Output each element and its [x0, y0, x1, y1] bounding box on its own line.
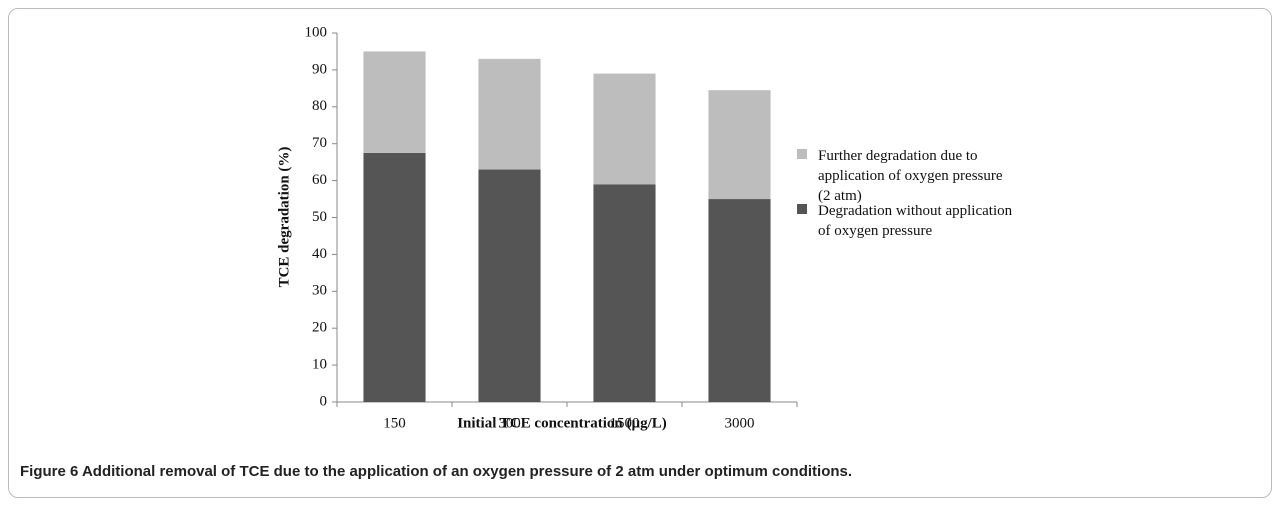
legend-label: Degradation without application of oxyge…: [818, 203, 1013, 239]
x-tick-label: 3000: [725, 415, 755, 431]
bar-segment: [478, 169, 541, 402]
y-tick-label: 100: [305, 24, 328, 40]
legend-swatch: [797, 204, 807, 214]
legend-label: Further degradation due to application o…: [818, 148, 1003, 204]
figure-frame: [8, 8, 1272, 498]
caption: Figure 6 Additional removal of TCE due t…: [20, 463, 853, 480]
y-tick-label: 0: [320, 393, 328, 409]
x-axis-label: Initial TCE concentration (µg/L): [457, 415, 667, 431]
y-tick-label: 40: [312, 246, 327, 262]
y-tick-label: 90: [312, 61, 327, 77]
bar-segment: [708, 199, 771, 402]
bar-segment: [363, 51, 426, 153]
bar-segment: [593, 184, 656, 402]
bar-segment: [708, 90, 771, 200]
bar-segment: [593, 73, 656, 185]
bar-segment: [363, 152, 426, 402]
bar-segment: [478, 58, 541, 170]
y-tick-label: 20: [312, 320, 327, 336]
y-tick-label: 80: [312, 98, 327, 114]
x-tick-label: 1500: [610, 415, 640, 431]
y-tick-label: 60: [312, 172, 327, 188]
x-tick-label: 300: [498, 415, 521, 431]
y-tick-label: 30: [312, 283, 327, 299]
x-tick-label: 150: [383, 415, 406, 431]
y-tick-label: 10: [312, 357, 327, 373]
y-tick-label: 70: [312, 135, 327, 151]
legend-swatch: [797, 149, 807, 159]
y-tick-label: 50: [312, 209, 327, 225]
y-axis-label: TCE degradation (%): [276, 147, 292, 288]
